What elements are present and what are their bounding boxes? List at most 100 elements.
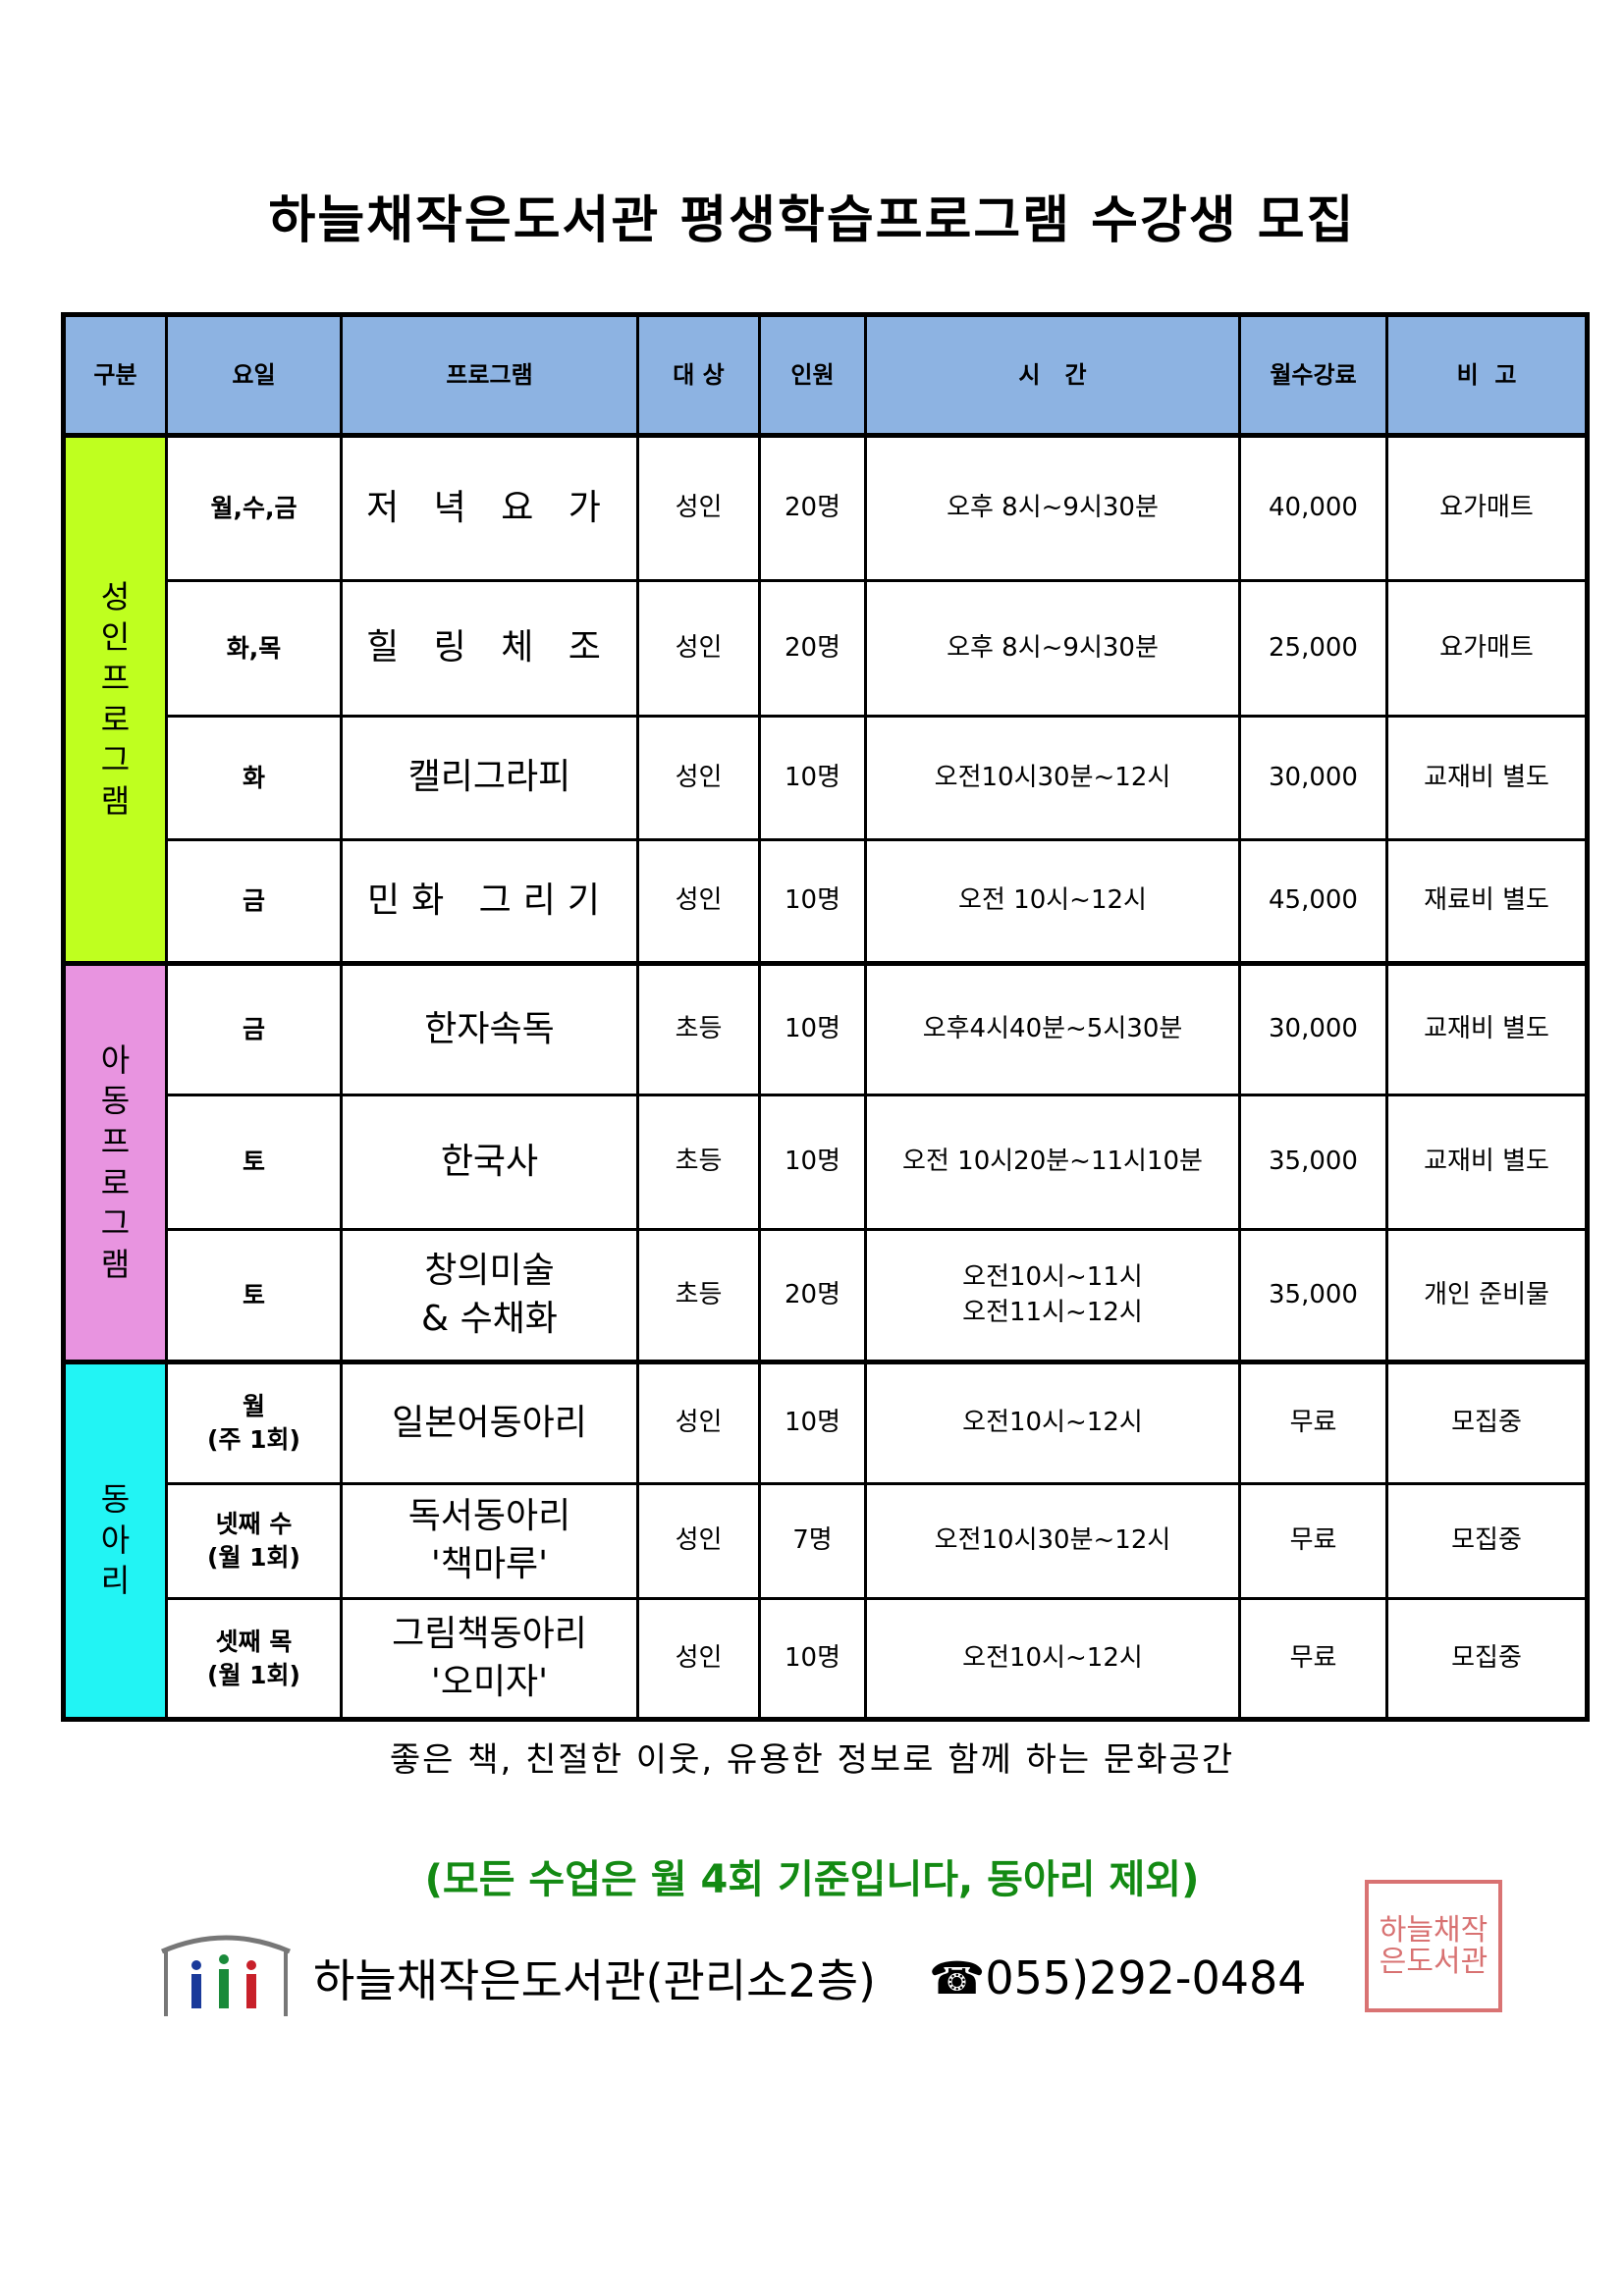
time: 오전 10시20분~11시10분 (902, 1147, 1203, 1177)
group-label: 아동프로그램 (100, 1041, 131, 1283)
note: 모집중 (1451, 1525, 1522, 1556)
target: 성인 (675, 1642, 723, 1673)
program-cell: 한국사 (340, 1094, 639, 1231)
count: 10명 (784, 1408, 840, 1438)
table-row: 토 한국사 초등 10명 오전 10시20분~11시10분 35,000 교재비 별도 (64, 1094, 1589, 1231)
time-cell: 오후4시40분~5시30분 (864, 961, 1241, 1096)
time: 오전10시30분~12시 (934, 1525, 1171, 1556)
table-row: 금 민화 그리기 성인 10명 오전 10시~12시 45,000 재료비 별도 (64, 838, 1589, 965)
program: 창의미술 (424, 1250, 555, 1291)
note-cell: 요가매트 (1385, 434, 1589, 582)
program-cell: 그림책동아리 '오미자' (340, 1597, 639, 1721)
note-cell: 교재비 별도 (1385, 715, 1589, 841)
count-cell: 20명 (758, 434, 867, 582)
table-row: 화 캘리그라피 성인 10명 오전10시30분~12시 30,000 교재비 별도 (64, 715, 1589, 841)
day: 토 (242, 1148, 265, 1177)
time: 오후 8시~9시30분 (947, 632, 1159, 663)
table-row: 화,목 힐 링 체 조 성인 20명 오후 8시~9시30분 25,000 요가매트 (64, 579, 1589, 718)
header-count: 인원 (758, 313, 867, 438)
target: 성인 (675, 632, 723, 663)
fee-cell: 40,000 (1238, 434, 1388, 582)
program2: '오미자' (430, 1661, 549, 1702)
count-cell: 10명 (758, 961, 867, 1096)
program-cell: 한자속독 (340, 961, 639, 1096)
day-cell: 화 (165, 715, 343, 841)
fee-cell: 25,000 (1238, 579, 1388, 718)
footer: 하늘채작은도서관(관리소2층) ☎055)292-0484 (152, 1924, 1307, 2032)
fee-cell: 무료 (1238, 1360, 1388, 1485)
fee: 35,000 (1269, 1279, 1358, 1309)
count-cell: 10명 (758, 838, 867, 965)
program: 민화 그리기 (366, 880, 613, 921)
program: 저 녁 요 가 (366, 487, 613, 528)
time: 오전 10시~12시 (958, 885, 1147, 916)
fee: 45,000 (1269, 885, 1358, 916)
day-cell: 금 (165, 838, 343, 965)
day-cell: 토 (165, 1228, 343, 1363)
target: 성인 (675, 762, 723, 792)
target-cell: 초등 (636, 1228, 761, 1363)
day-cell: 셋째 목 (월 1회) (165, 1597, 343, 1721)
count: 20명 (784, 493, 840, 523)
time-cell: 오전 10시20분~11시10분 (864, 1094, 1241, 1231)
count-cell: 10명 (758, 715, 867, 841)
group-label-cell: 아동프로그램 (62, 961, 168, 1363)
note: 재료비 별도 (1424, 885, 1549, 916)
library-seal-stamp: 하늘채작은도서관 (1365, 1880, 1502, 2012)
note-cell: 모집중 (1385, 1360, 1589, 1485)
fee: 무료 (1289, 1525, 1337, 1556)
day-cell: 토 (165, 1094, 343, 1231)
count: 7명 (792, 1525, 833, 1556)
day-cell: 금 (165, 961, 343, 1096)
program-cell: 일본어동아리 (340, 1360, 639, 1485)
day: 월 (242, 1392, 265, 1421)
group-label: 동아리 (100, 1480, 131, 1600)
note: 모집중 (1451, 1642, 1522, 1673)
note-cell: 개인 준비물 (1385, 1228, 1589, 1363)
target-cell: 성인 (636, 1360, 761, 1485)
table-row: 넷째 수 (월 1회) 독서동아리 '책마루' 성인 7명 오전10시30분~12시 무료 모집… (64, 1482, 1589, 1600)
phone-text: 055)292-0484 (985, 1951, 1307, 2004)
program-cell: 저 녁 요 가 (340, 434, 639, 582)
fee: 40,000 (1269, 493, 1358, 523)
note: 요가매트 (1439, 632, 1534, 663)
note: 요가매트 (1439, 493, 1534, 523)
time2: 오전11시~12시 (962, 1297, 1143, 1327)
count: 10명 (784, 762, 840, 792)
count-cell: 7명 (758, 1482, 867, 1600)
fee: 30,000 (1269, 762, 1358, 792)
count-cell: 20명 (758, 1228, 867, 1363)
table-row: 성인프로그램 월,수,금 저 녁 요 가 성인 20명 오후 8시~9시30분 40,000… (62, 434, 1589, 965)
count: 10명 (784, 1642, 840, 1673)
tagline: 좋은 책, 친절한 이웃, 유용한 정보로 함께 하는 문화공간 (389, 1740, 1235, 1780)
library-name: 하늘채작은도서관(관리소2층) (313, 1954, 876, 2007)
library-logo-icon (152, 1930, 299, 2027)
count: 20명 (784, 632, 840, 663)
header-time: 시 간 (864, 313, 1241, 438)
time-cell: 오후 8시~9시30분 (864, 579, 1241, 718)
note-cell: 교재비 별도 (1385, 961, 1589, 1096)
fee-cell: 30,000 (1238, 961, 1388, 1096)
note: 개인 준비물 (1424, 1279, 1549, 1309)
target: 성인 (675, 493, 723, 523)
day: 넷째 수 (215, 1510, 293, 1539)
group-label: 성인프로그램 (100, 577, 131, 820)
fee: 30,000 (1269, 1014, 1358, 1044)
day: 토 (242, 1280, 265, 1309)
time-cell: 오전10시30분~12시 (864, 715, 1241, 841)
day: 금 (242, 1015, 265, 1044)
fee: 25,000 (1269, 632, 1358, 663)
day: 화,목 (226, 633, 282, 663)
program2: & 수채화 (421, 1298, 558, 1339)
time: 오전10시~11시 (962, 1262, 1143, 1293)
count: 20명 (784, 1279, 840, 1309)
target: 초등 (675, 1279, 723, 1309)
day2: (주 1회) (207, 1425, 300, 1454)
target: 성인 (675, 885, 723, 916)
note: 모집중 (1451, 1408, 1522, 1438)
day: 월,수,금 (210, 494, 298, 523)
time: 오후 8시~9시30분 (947, 493, 1159, 523)
day-cell: 월 (주 1회) (165, 1360, 343, 1485)
